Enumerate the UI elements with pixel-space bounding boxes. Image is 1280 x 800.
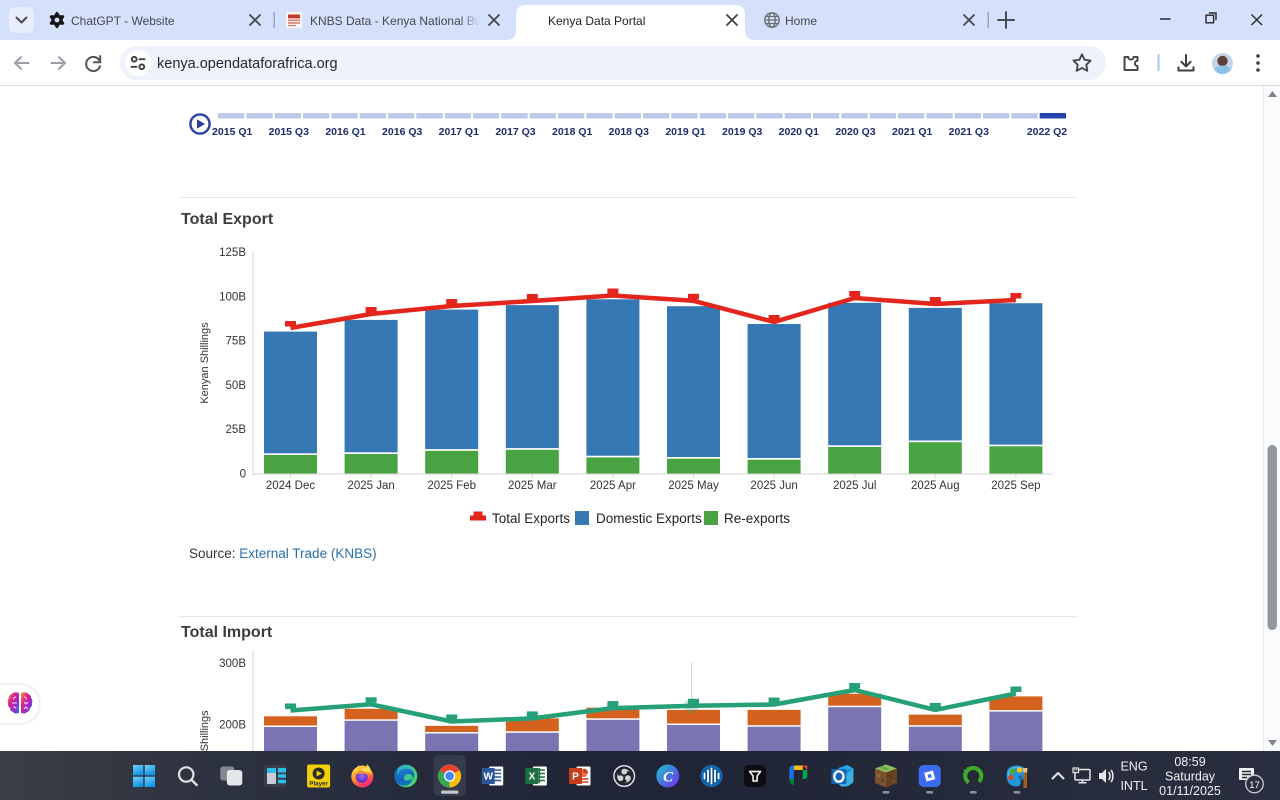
svg-text:2016 Q1: 2016 Q1 bbox=[325, 126, 365, 138]
svg-text:2020 Q1: 2020 Q1 bbox=[779, 126, 819, 138]
svg-text:2019 Q3: 2019 Q3 bbox=[722, 126, 762, 138]
svg-text:2025 Jul: 2025 Jul bbox=[833, 480, 876, 492]
svg-text:Source: External Trade (KNBS): Source: External Trade (KNBS) bbox=[189, 546, 377, 561]
svg-text:2025 Feb: 2025 Feb bbox=[427, 480, 476, 492]
svg-text:2025 Jun: 2025 Jun bbox=[750, 480, 797, 492]
svg-text:W: W bbox=[483, 772, 493, 783]
svg-text:2025 Aug: 2025 Aug bbox=[911, 480, 960, 492]
svg-text:Total Exports: Total Exports bbox=[492, 511, 570, 526]
svg-text:P: P bbox=[572, 772, 579, 783]
svg-text:2018 Q3: 2018 Q3 bbox=[609, 126, 649, 138]
svg-text:300B: 300B bbox=[219, 658, 246, 670]
svg-text:Re-exports: Re-exports bbox=[724, 511, 790, 526]
svg-text:2016 Q3: 2016 Q3 bbox=[382, 126, 422, 138]
svg-text:25B: 25B bbox=[226, 424, 247, 436]
svg-text:INTL: INTL bbox=[1120, 779, 1147, 793]
svg-text:2024 Dec: 2024 Dec bbox=[266, 480, 315, 492]
svg-text:Total Export: Total Export bbox=[181, 211, 274, 228]
svg-text:Kenyan Shillings: Kenyan Shillings bbox=[199, 710, 211, 751]
svg-text:2025 Apr: 2025 Apr bbox=[590, 480, 636, 492]
svg-text:2015 Q1: 2015 Q1 bbox=[212, 126, 252, 138]
svg-text:08:59: 08:59 bbox=[1174, 755, 1205, 769]
svg-text:Player: Player bbox=[309, 781, 328, 788]
svg-text:2021 Q1: 2021 Q1 bbox=[892, 126, 932, 138]
svg-text:50B: 50B bbox=[226, 380, 247, 392]
svg-text:200B: 200B bbox=[219, 720, 246, 732]
svg-text:2025 May: 2025 May bbox=[668, 480, 719, 492]
svg-text:2021 Q3: 2021 Q3 bbox=[949, 126, 989, 138]
svg-text:2015 Q3: 2015 Q3 bbox=[269, 126, 309, 138]
svg-text:2017 Q3: 2017 Q3 bbox=[495, 126, 535, 138]
svg-text:2018 Q1: 2018 Q1 bbox=[552, 126, 592, 138]
svg-text:2025 Jan: 2025 Jan bbox=[347, 480, 394, 492]
svg-text:2019 Q1: 2019 Q1 bbox=[665, 126, 705, 138]
svg-text:2017 Q1: 2017 Q1 bbox=[439, 126, 479, 138]
svg-text:01/11/2025: 01/11/2025 bbox=[1159, 784, 1221, 798]
svg-text:2025 Mar: 2025 Mar bbox=[508, 480, 557, 492]
svg-text:17: 17 bbox=[1249, 780, 1260, 791]
svg-text:X: X bbox=[529, 772, 536, 783]
svg-text:100B: 100B bbox=[219, 291, 246, 303]
svg-text:kenya.opendataforafrica.org: kenya.opendataforafrica.org bbox=[157, 56, 338, 72]
svg-text:2025 Sep: 2025 Sep bbox=[991, 480, 1040, 492]
svg-text:Kenyan Shillings: Kenyan Shillings bbox=[199, 322, 211, 404]
svg-text:75B: 75B bbox=[226, 336, 247, 348]
svg-text:Total Import: Total Import bbox=[181, 624, 273, 641]
svg-text:125B: 125B bbox=[219, 247, 246, 259]
svg-text:C: C bbox=[663, 770, 674, 786]
svg-text:ENG: ENG bbox=[1120, 760, 1147, 774]
svg-text:2022 Q2: 2022 Q2 bbox=[1027, 126, 1067, 138]
svg-text:Saturday: Saturday bbox=[1165, 770, 1216, 784]
svg-text:0: 0 bbox=[240, 469, 246, 481]
svg-text:2020 Q3: 2020 Q3 bbox=[835, 126, 875, 138]
svg-text:Domestic Exports: Domestic Exports bbox=[596, 511, 702, 526]
